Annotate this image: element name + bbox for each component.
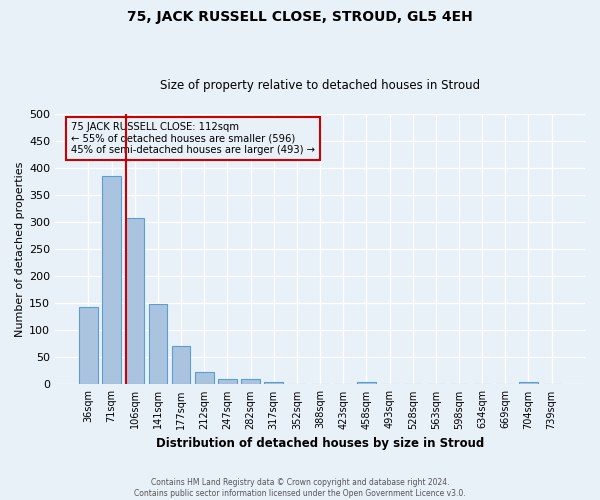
Bar <box>125 218 144 384</box>
Bar <box>357 382 376 384</box>
Bar <box>519 382 538 384</box>
Bar <box>149 304 167 384</box>
Text: 75 JACK RUSSELL CLOSE: 112sqm
← 55% of detached houses are smaller (596)
45% of : 75 JACK RUSSELL CLOSE: 112sqm ← 55% of d… <box>71 122 315 156</box>
Bar <box>218 379 237 384</box>
Text: 75, JACK RUSSELL CLOSE, STROUD, GL5 4EH: 75, JACK RUSSELL CLOSE, STROUD, GL5 4EH <box>127 10 473 24</box>
Bar <box>195 372 214 384</box>
Y-axis label: Number of detached properties: Number of detached properties <box>15 162 25 337</box>
Bar <box>103 176 121 384</box>
Title: Size of property relative to detached houses in Stroud: Size of property relative to detached ho… <box>160 79 480 92</box>
Bar <box>79 306 98 384</box>
X-axis label: Distribution of detached houses by size in Stroud: Distribution of detached houses by size … <box>156 437 484 450</box>
Text: Contains HM Land Registry data © Crown copyright and database right 2024.
Contai: Contains HM Land Registry data © Crown c… <box>134 478 466 498</box>
Bar <box>172 346 190 385</box>
Bar <box>265 382 283 384</box>
Bar <box>241 379 260 384</box>
